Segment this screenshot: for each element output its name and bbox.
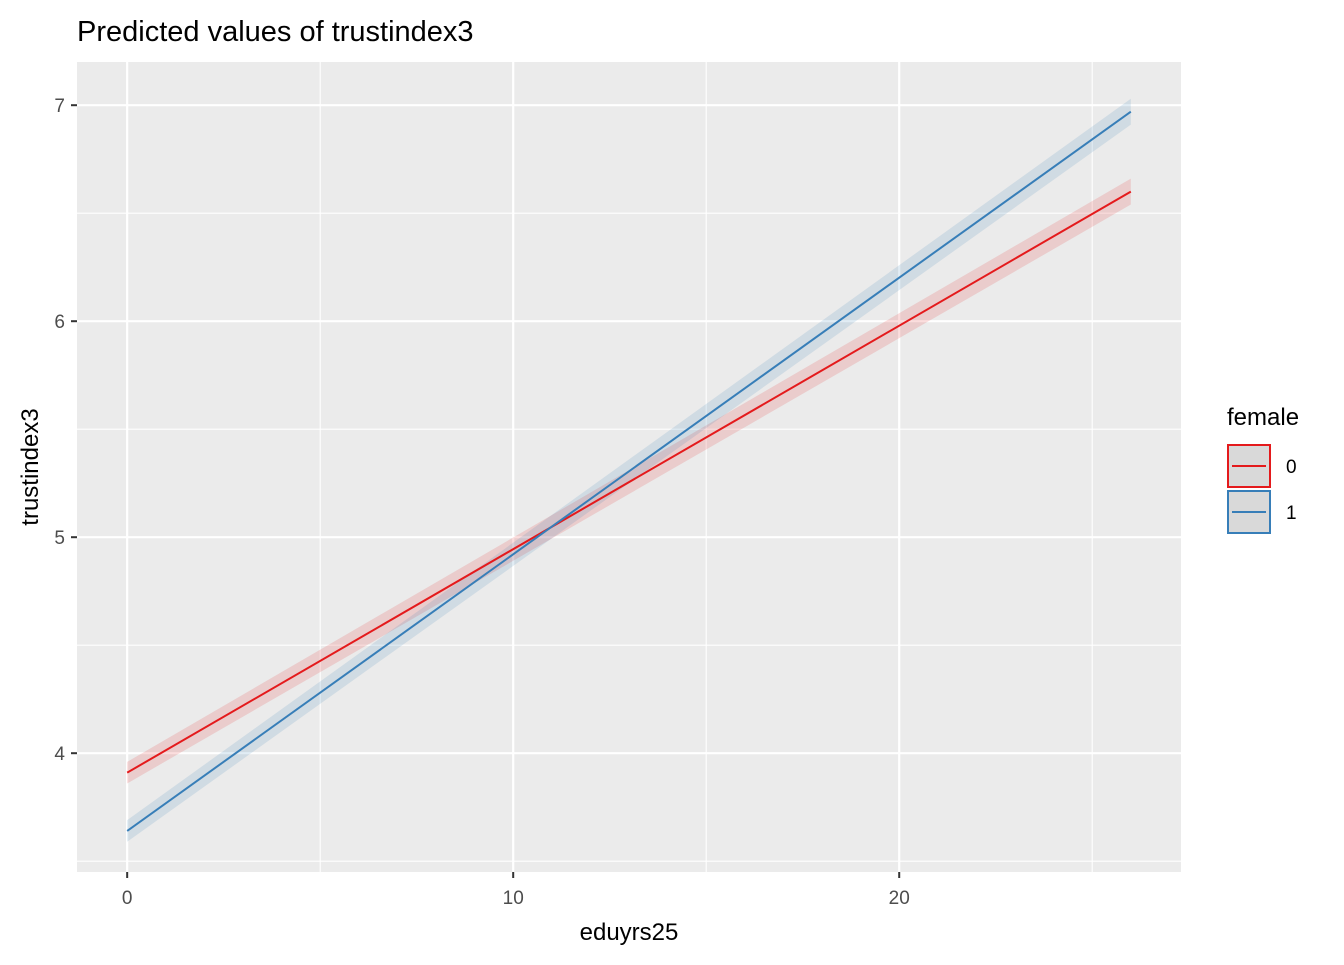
y-axis: 4 5 6 7 [54, 96, 77, 765]
x-tick-label: 20 [889, 888, 910, 909]
prediction-lines [126, 110, 1132, 832]
y-tick-label: 6 [54, 312, 65, 333]
series-line-1 [126, 110, 1132, 832]
x-axis-title: eduyrs25 [580, 919, 679, 946]
legend: female 01 [1227, 404, 1299, 534]
chart-title: Predicted values of trustindex3 [77, 16, 474, 48]
major-gridlines [77, 62, 1181, 872]
minor-gridlines [77, 62, 1181, 872]
legend-label-1: 1 [1286, 503, 1297, 524]
y-tick-label: 4 [54, 744, 65, 765]
y-tick-label: 7 [54, 96, 65, 117]
legend-title: female [1227, 404, 1299, 431]
legend-items: 01 [1227, 444, 1297, 534]
y-tick-label: 5 [54, 528, 65, 549]
x-tick-label: 10 [503, 888, 524, 909]
x-tick-label: 0 [122, 888, 133, 909]
x-axis: 0 10 20 [122, 872, 910, 909]
series-line-0 [126, 190, 1132, 774]
legend-label-0: 0 [1286, 457, 1297, 478]
y-axis-title: trustindex3 [17, 408, 44, 525]
plot-panel [77, 62, 1181, 872]
